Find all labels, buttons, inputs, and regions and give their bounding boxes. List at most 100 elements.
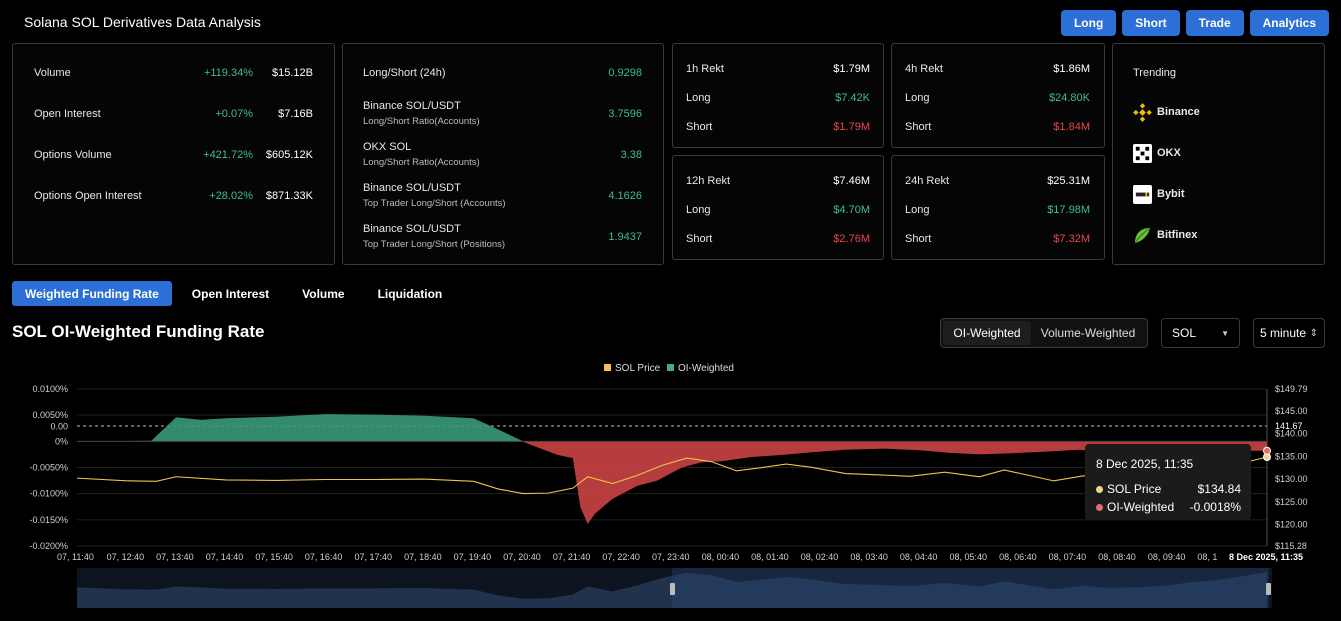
y-left-tick-label: 0% [55, 436, 68, 446]
legend-label-funding: OI-Weighted [678, 363, 734, 374]
y-right-tick-label: $140.00 [1275, 429, 1308, 439]
trending-item-bitfinex[interactable]: Bitfinex [1113, 225, 1324, 245]
top-actions: Long Short Trade Analytics [1060, 10, 1329, 36]
ratio-value: 1.9437 [608, 231, 642, 243]
navigator-handle-right [1266, 583, 1271, 595]
interval-select[interactable]: 5 minute ⇕ [1253, 318, 1325, 348]
trending-item-binance[interactable]: Binance [1113, 102, 1324, 122]
rekt-total: $7.46M [833, 175, 870, 187]
x-tick-label: 08, 00:40 [702, 552, 740, 562]
short-button[interactable]: Short [1122, 10, 1180, 36]
tooltip-label: OI-Weighted [1107, 500, 1175, 514]
rekt-long-value: $7.42K [835, 92, 870, 104]
x-tick-label: 08, 02:40 [801, 552, 839, 562]
ratio-label: Binance SOL/USDT [363, 223, 461, 235]
okx-icon [1133, 144, 1152, 163]
tooltip-value: -0.0018% [1189, 500, 1241, 514]
interval-select-value: 5 minute [1260, 326, 1307, 340]
rekt-short-label: Short [905, 121, 932, 133]
ratio-sublabel: Top Trader Long/Short (Positions) [363, 239, 506, 250]
rekt-short-value: $1.84M [1053, 121, 1090, 133]
ratio-sublabel: Long/Short Ratio(Accounts) [363, 116, 480, 127]
tooltip-value: $134.84 [1197, 482, 1241, 496]
trending-item-label: Bitfinex [1157, 229, 1198, 241]
rekt-short-label: Short [686, 121, 713, 133]
weighting-toggle: OI-Weighted Volume-Weighted [940, 318, 1148, 348]
rekt-short-value: $2.76M [833, 233, 870, 245]
x-tick-label: 08, 08:40 [1098, 552, 1136, 562]
y-right-tick-label: 141.67 [1275, 421, 1303, 431]
funding-marker [1263, 446, 1271, 455]
trending-item-label: OKX [1157, 147, 1181, 159]
x-tick-label: 07, 21:40 [553, 552, 591, 562]
long-button[interactable]: Long [1060, 10, 1117, 36]
bybit-icon [1133, 185, 1152, 204]
stat-change: +119.34% [203, 67, 253, 79]
tooltip-label: SOL Price [1107, 482, 1162, 496]
stat-value: $605.12K [265, 149, 313, 161]
x-tick-label: 08, 05:40 [950, 552, 988, 562]
rekt-title: 1h Rekt [686, 63, 724, 75]
long-short-ratio-card: Long/Short (24h) 0.9298 Binance SOL/USDT… [342, 43, 664, 265]
symbol-select[interactable]: SOL ▼ [1161, 318, 1240, 348]
y-left-tick-label: 0.0050% [32, 410, 68, 420]
tab-volume[interactable]: Volume [302, 286, 345, 301]
rekt-short-label: Short [905, 233, 932, 245]
x-tick-label: 07, 14:40 [206, 552, 244, 562]
x-tick-label: 07, 19:40 [454, 552, 492, 562]
rekt-long-label: Long [686, 92, 711, 104]
x-tick-label: 07, 18:40 [404, 552, 442, 562]
trending-item-label: Binance [1157, 106, 1200, 118]
y-right-tick-label: $145.00 [1275, 406, 1308, 416]
ratio-sublabel: Long/Short Ratio(Accounts) [363, 157, 480, 168]
stat-label: Options Open Interest [34, 190, 142, 202]
legend-label-price: SOL Price [615, 363, 661, 374]
funding-rate-chart[interactable]: SOL Price OI-Weighted 0.0100% 0.0050%0.00 0%… [0, 355, 1341, 621]
rekt-card-24h: 24h Rekt $25.31M Long $17.98M Short $7.3… [891, 155, 1105, 260]
volume-weighted-toggle[interactable]: Volume-Weighted [1040, 326, 1136, 340]
tab-open-interest[interactable]: Open Interest [191, 286, 270, 301]
rekt-total: $25.31M [1047, 175, 1090, 187]
x-tick-label: 07, 17:40 [355, 552, 393, 562]
stat-value: $7.16B [278, 108, 313, 120]
chart-tabs: Weighted Funding Rate Open Interest Volu… [12, 281, 462, 306]
legend-swatch-price [604, 364, 611, 371]
rekt-long-label: Long [905, 92, 930, 104]
tab-weighted-funding-rate[interactable]: Weighted Funding Rate [12, 281, 172, 306]
rekt-total: $1.79M [833, 63, 870, 75]
rekt-short-value: $1.79M [833, 121, 870, 133]
ratio-value: 4.1626 [608, 190, 642, 202]
y-left-tick-label: -0.0150% [29, 515, 68, 525]
oi-weighted-toggle[interactable]: OI-Weighted [943, 321, 1031, 345]
rekt-long-value: $17.98M [1047, 204, 1090, 216]
trending-item-bybit[interactable]: Bybit [1113, 184, 1324, 204]
rekt-title: 4h Rekt [905, 63, 943, 75]
ratio-label: Binance SOL/USDT [363, 100, 461, 112]
tooltip-row-price: SOL Price $134.84 [1096, 482, 1241, 496]
y-right-tick-label: $130.00 [1275, 474, 1308, 484]
x-tick-label: 8 Dec 2025, 11:35 [1229, 552, 1303, 562]
tooltip-row-funding: OI-Weighted -0.0018% [1096, 500, 1241, 514]
x-tick-label: 08, 01:40 [751, 552, 789, 562]
ratio-value: 0.9298 [608, 67, 642, 79]
y-left-tick-label: -0.0050% [29, 463, 68, 473]
market-stats-card: Volume +119.34% $15.12B Open Interest +0… [12, 43, 335, 265]
x-tick-label: 08, 03:40 [850, 552, 888, 562]
trade-button[interactable]: Trade [1185, 10, 1244, 36]
x-tick-label: 07, 23:40 [652, 552, 690, 562]
y-right-tick-label: $135.00 [1275, 451, 1308, 461]
updown-chevron-icon: ⇕ [1309, 327, 1318, 339]
stat-label: Options Volume [34, 149, 112, 161]
x-tick-label: 07, 15:40 [255, 552, 293, 562]
stat-change: +28.02% [209, 190, 253, 202]
x-tick-label: 07, 12:40 [107, 552, 145, 562]
top-bar: Solana SOL Derivatives Data Analysis Lon… [0, 0, 1341, 44]
rekt-card-12h: 12h Rekt $7.46M Long $4.70M Short $2.76M [672, 155, 884, 260]
funding-negative-area [77, 441, 1267, 525]
trending-item-okx[interactable]: OKX [1113, 143, 1324, 163]
symbol-select-value: SOL [1172, 326, 1197, 340]
page-title: Solana SOL Derivatives Data Analysis [24, 14, 261, 30]
analytics-button[interactable]: Analytics [1249, 10, 1329, 36]
ratio-value: 3.7596 [608, 108, 642, 120]
tab-liquidation[interactable]: Liquidation [377, 286, 443, 301]
